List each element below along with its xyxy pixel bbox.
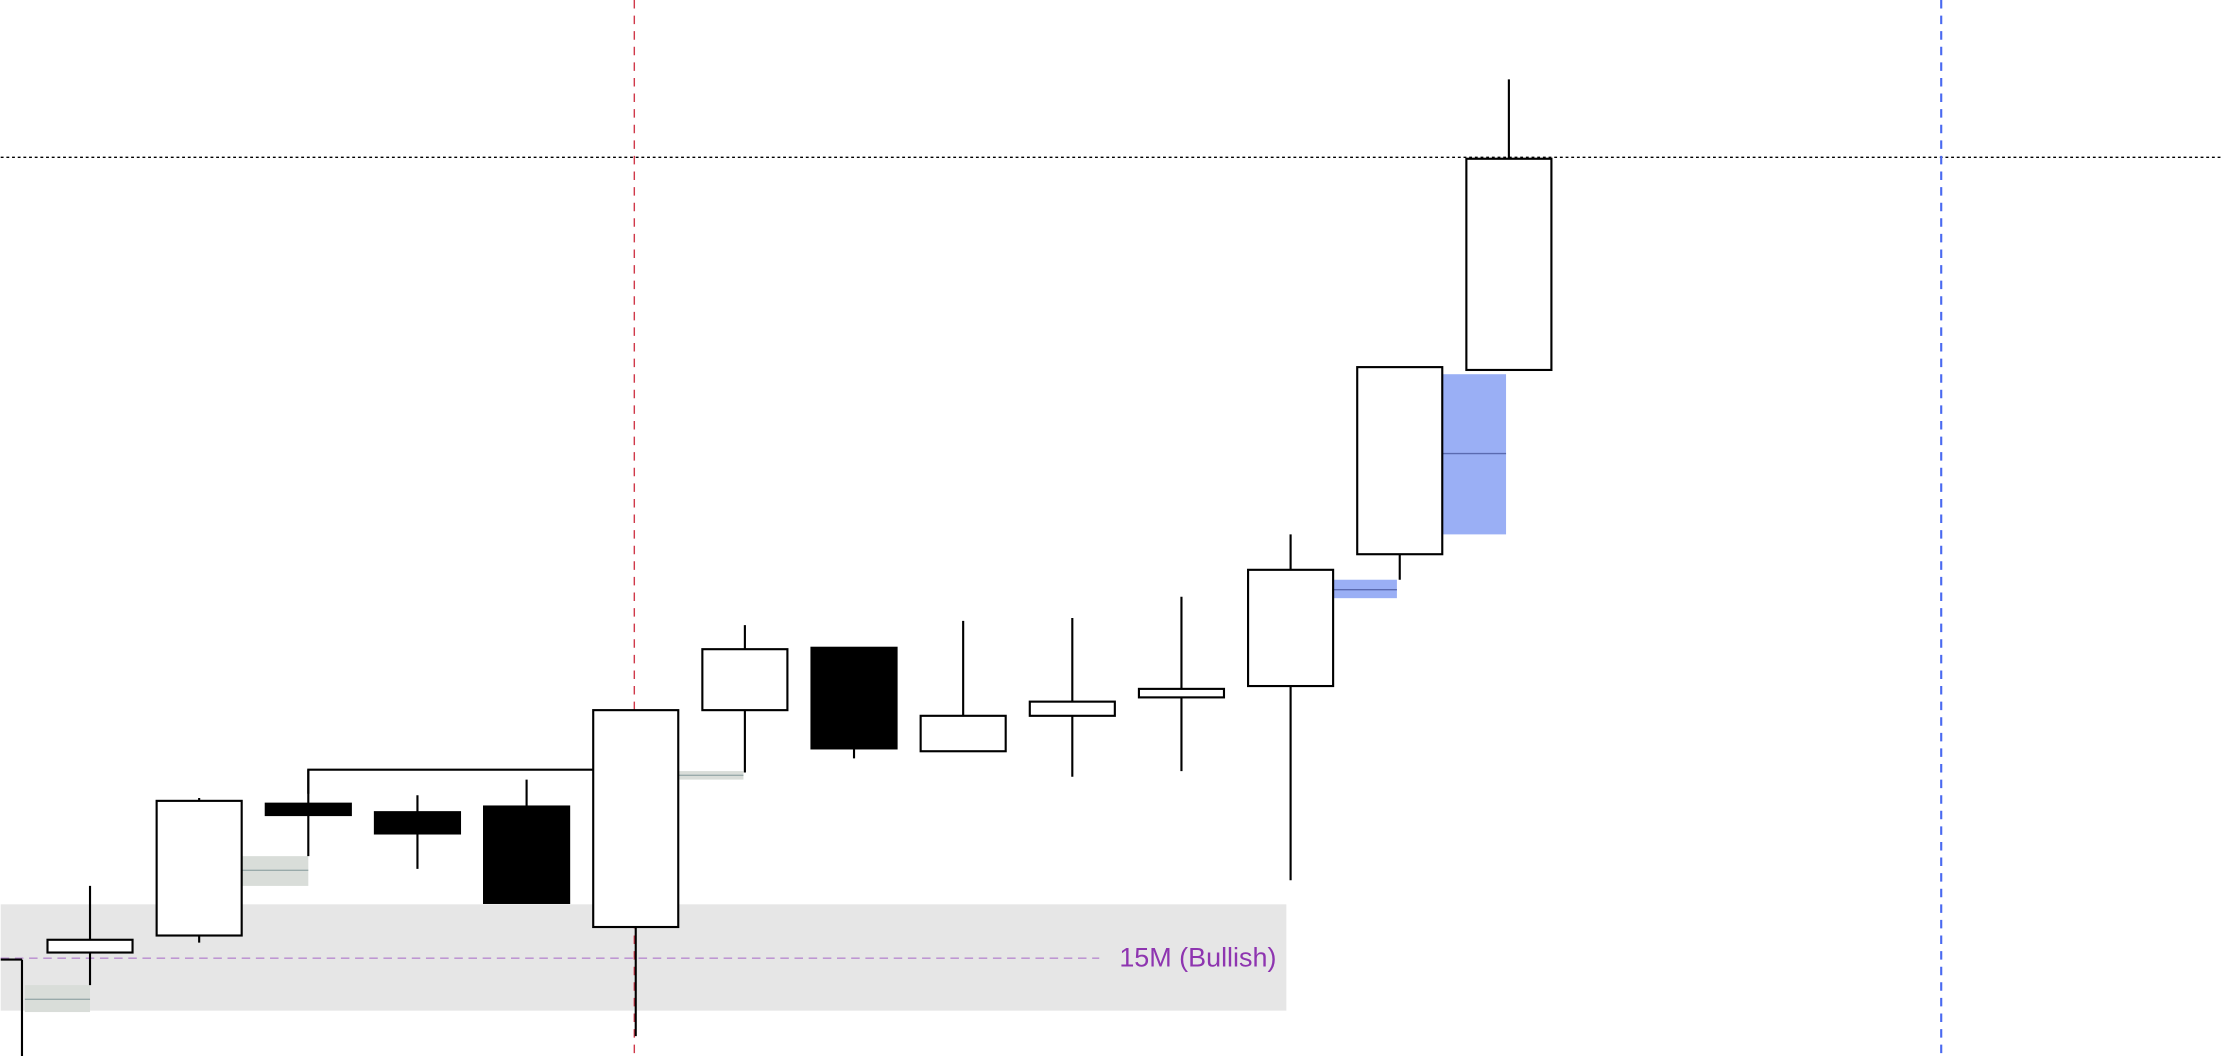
structure-line bbox=[307, 768, 594, 794]
candle-body bbox=[592, 709, 680, 929]
candle-body bbox=[1137, 687, 1226, 699]
candle-body bbox=[1356, 366, 1444, 556]
candle-body bbox=[1465, 157, 1553, 372]
candle-body bbox=[46, 938, 134, 954]
candle-body bbox=[810, 646, 898, 750]
candle-body bbox=[483, 805, 571, 904]
candle-body bbox=[264, 802, 352, 817]
candle-body bbox=[1247, 568, 1335, 688]
candle-body bbox=[919, 714, 1007, 753]
candle-body bbox=[373, 811, 462, 835]
candle-body bbox=[1028, 700, 1116, 717]
candle-body bbox=[155, 799, 243, 937]
zone-label: 15M (Bullish) bbox=[1119, 943, 1276, 973]
candle-body bbox=[701, 648, 789, 712]
